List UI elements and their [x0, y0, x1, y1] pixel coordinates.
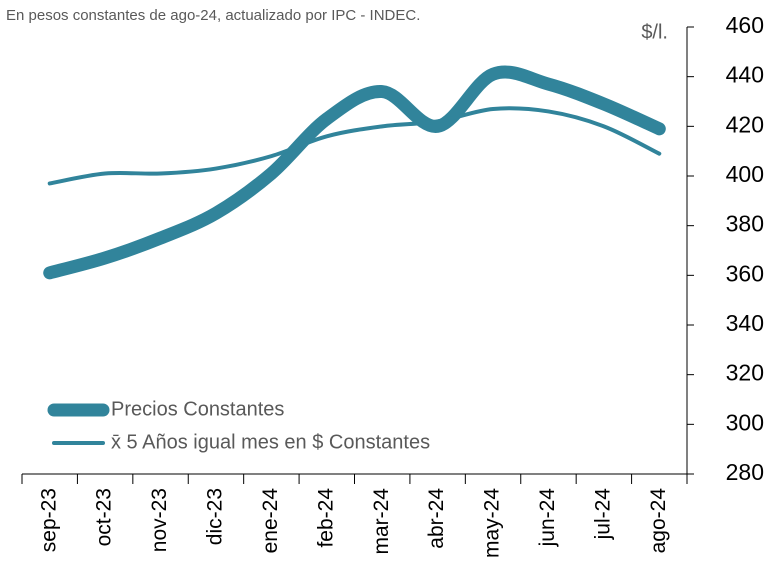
x-tick-label: mar-24	[370, 488, 393, 555]
x-tick-label: feb-24	[314, 488, 337, 548]
x-tick-label: sep-23	[37, 488, 60, 552]
y-axis-label: $/l.	[641, 21, 668, 43]
x-tick-label: jul-24	[591, 488, 614, 541]
y-tick-label: 320	[726, 360, 764, 386]
y-tick-label: 400	[726, 161, 764, 187]
x-tick-label: may-24	[481, 488, 504, 558]
x-tick-label: ene-24	[259, 488, 282, 554]
x-tick-label: abr-24	[425, 488, 448, 549]
y-tick-label: 460	[726, 12, 764, 38]
y-tick-label: 280	[726, 459, 764, 485]
chart-subtitle: En pesos constantes de ago-24, actualiza…	[6, 7, 420, 24]
x-tick-label: ago-24	[647, 488, 670, 554]
x-tick-label: oct-23	[93, 488, 116, 546]
y-tick-label: 420	[726, 111, 764, 137]
y-tick-label: 440	[726, 62, 764, 88]
y-tick-label: 380	[726, 211, 764, 237]
legend-label: x̄ 5 Años igual mes en $ Constantes	[111, 431, 430, 453]
line-series	[47, 106, 662, 186]
x-tick-label: dic-23	[204, 488, 227, 545]
y-tick-label: 340	[726, 310, 764, 336]
y-tick-label: 300	[726, 409, 764, 435]
line-series	[43, 65, 666, 280]
x-tick-label: nov-23	[148, 488, 171, 552]
y-tick-label: 360	[726, 260, 764, 286]
legend-label: Precios Constantes	[111, 398, 284, 420]
x-tick-label: jun-24	[536, 488, 559, 548]
